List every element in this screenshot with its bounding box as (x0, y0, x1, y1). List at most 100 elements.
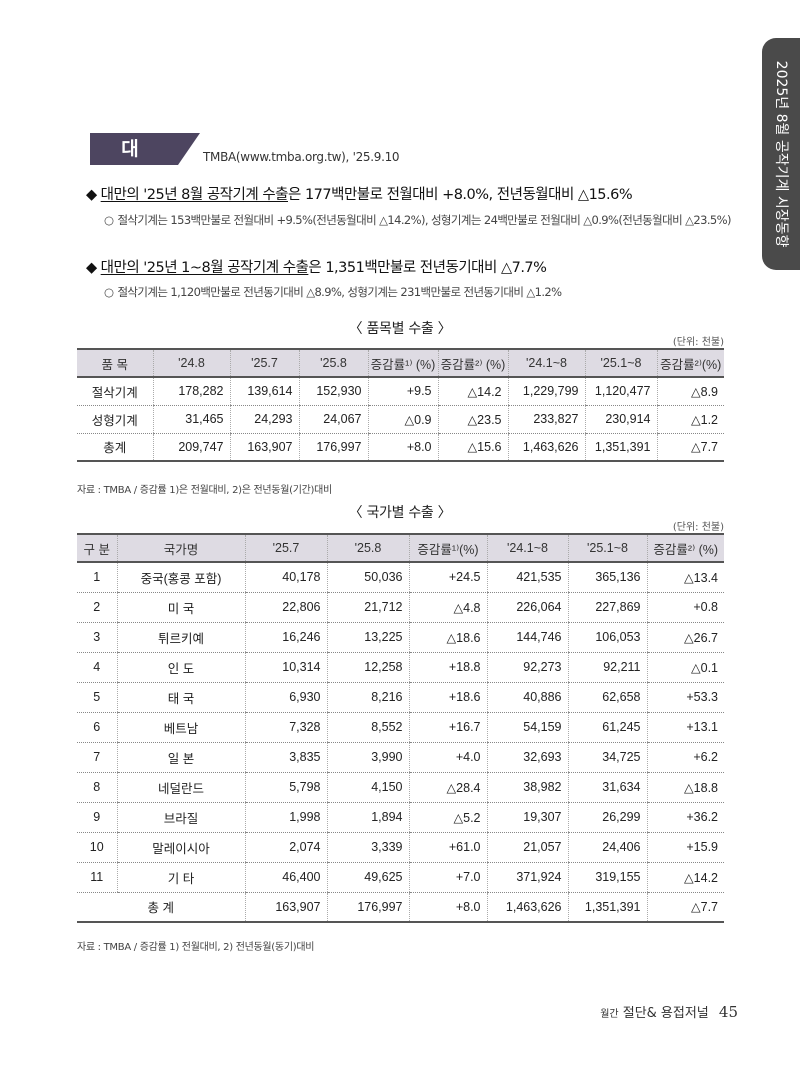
table2-cell: +53.3 (646, 682, 724, 713)
table2-cell: 인 도 (116, 652, 245, 683)
table1-title: 〈 품목별 수출 〉 (348, 321, 452, 337)
table2-cell: 38,982 (486, 772, 568, 803)
table2-cell: 태 국 (116, 682, 245, 713)
table2-cell: 8,216 (326, 682, 409, 713)
country-heading: 대 만 (90, 133, 200, 192)
table2-cell: 11 (77, 862, 117, 893)
table2-cell: +18.6 (408, 682, 487, 713)
table2-cell: △5.2 (408, 802, 487, 833)
table1-cell: 31,465 (152, 405, 230, 434)
table2-cell: 중국(홍콩 포함) (116, 562, 245, 593)
circle-bullet-icon: ○ (104, 213, 114, 227)
table-row: 11 기 타 46,400 49,625 +7.0 371,924 319,155 △14.2 (77, 862, 724, 893)
table2-cell: 3,339 (326, 832, 409, 863)
table2-cell: 8,552 (326, 712, 409, 743)
table2-total-cell: 총 계 (77, 892, 245, 923)
table2-cell: △18.8 (646, 772, 724, 803)
table2-cell: 2,074 (244, 832, 327, 863)
diamond-bullet-icon: ◆ (86, 260, 97, 276)
product-export-table: 품 목 '24.8'25.7'25.8 증감률¹⁾ (%) 증감률²⁾ (%) '24.… (77, 348, 724, 462)
table2-cell: 4,150 (326, 772, 409, 803)
page-footer: 월간 절단& 용접저널 45 (600, 1002, 738, 1021)
table1-cell: 209,747 (152, 433, 230, 462)
table2-cell: 6,930 (244, 682, 327, 713)
table-row: 1 중국(홍콩 포함) 40,178 50,036 +24.5 421,535 365,13… (77, 562, 724, 593)
table2-cell: 8 (77, 772, 117, 803)
table1-cell: △8.9 (656, 377, 724, 406)
table2-cell: 40,886 (486, 682, 568, 713)
table2-cell: △14.2 (646, 862, 724, 893)
table1-cell: 24,067 (298, 405, 368, 434)
table2-cell: 50,036 (326, 562, 409, 593)
table1-header-cell: 품 목 (77, 348, 153, 378)
table1-cell: △1.2 (656, 405, 724, 434)
side-tab-label: 2025년 8월 공작기계 시장동향 (773, 60, 789, 248)
table1-header-cell: '25.7 (229, 348, 299, 378)
table2-cell: △18.6 (408, 622, 487, 653)
table2-cell: 일 본 (116, 742, 245, 773)
table2-cell: 26,299 (567, 802, 647, 833)
table2-cell: 32,693 (486, 742, 568, 773)
section-side-tab: 2025년 8월 공작기계 시장동향 (762, 38, 800, 270)
table2-cell: 21,057 (486, 832, 568, 863)
table1-cell: 178,282 (152, 377, 230, 406)
table2-cell: △28.4 (408, 772, 487, 803)
table1-header-cell: 증감률¹⁾ (%) (367, 348, 438, 378)
table2-total-cell: +8.0 (408, 892, 487, 923)
table2-cell: +61.0 (408, 832, 487, 863)
table2-cell: +24.5 (408, 562, 487, 593)
table1-cell: 총계 (77, 433, 153, 462)
table2-cell: 13,225 (326, 622, 409, 653)
table2-cell: 227,869 (567, 592, 647, 623)
table1-cell: 230,914 (584, 405, 657, 434)
table2-header-cell: '25.8 (326, 533, 409, 563)
table1-header-cell: '24.1~8 (507, 348, 585, 378)
table2-cell: +16.7 (408, 712, 487, 743)
table2-cell: 네덜란드 (116, 772, 245, 803)
table2-cell: +6.2 (646, 742, 724, 773)
table2-cell: 21,712 (326, 592, 409, 623)
table2-cell: 10,314 (244, 652, 327, 683)
table1-cell: △23.5 (437, 405, 508, 434)
table2-total-cell: 1,463,626 (486, 892, 568, 923)
table1-cell: 1,351,391 (584, 433, 657, 462)
table2-cell: 3 (77, 622, 117, 653)
table2-cell: 12,258 (326, 652, 409, 683)
table2-header-cell: 증감률²⁾ (%) (646, 533, 724, 563)
table1-cell: 139,614 (229, 377, 299, 406)
table2-header-cell: 구 분 (77, 533, 117, 563)
page-number: 45 (718, 1003, 738, 1021)
table2-cell: 92,273 (486, 652, 568, 683)
table2-cell: 베트남 (116, 712, 245, 743)
circle-bullet-icon: ○ (104, 285, 114, 299)
bullet-2-text: 은 1,351백만불로 전년동기대비 △7.7% (308, 260, 547, 276)
table2-cell: +36.2 (646, 802, 724, 833)
table2-cell: 1,894 (326, 802, 409, 833)
table2-cell: 34,725 (567, 742, 647, 773)
table2-cell: 기 타 (116, 862, 245, 893)
table-row: 9 브라질 1,998 1,894 △5.2 19,307 26,299 +36.2 (77, 802, 724, 833)
table2-cell: 62,658 (567, 682, 647, 713)
table2-cell: 2 (77, 592, 117, 623)
table2-cell: △0.1 (646, 652, 724, 683)
table1-cell: 163,907 (229, 433, 299, 462)
table-row: 8 네덜란드 5,798 4,150 △28.4 38,982 31,634 △18.8 (77, 772, 724, 803)
table2-cell: 226,064 (486, 592, 568, 623)
table2-cell: 40,178 (244, 562, 327, 593)
table2-cell: 46,400 (244, 862, 327, 893)
table1-cell: 176,997 (298, 433, 368, 462)
table2-cell: 61,245 (567, 712, 647, 743)
table2-cell: +15.9 (646, 832, 724, 863)
table1-cell: 1,120,477 (584, 377, 657, 406)
diamond-bullet-icon: ◆ (86, 187, 97, 203)
table2-note: 자료 : TMBA / 증감률 1) 전월대비, 2) 전년동월(동기)대비 (77, 942, 315, 953)
table2-cell: +18.8 (408, 652, 487, 683)
table2-cell: 3,835 (244, 742, 327, 773)
table1-cell: 1,463,626 (507, 433, 585, 462)
bullet-1-underlined: 대만의 '25년 8월 공작기계 수출 (100, 187, 289, 203)
table1-header-cell: '24.8 (152, 348, 230, 378)
bullet-1-sub-text: 절삭기계는 153백만불로 전월대비 +9.5%(전년동월대비 △14.2%),… (117, 213, 731, 227)
table1-cell: 절삭기계 (77, 377, 153, 406)
